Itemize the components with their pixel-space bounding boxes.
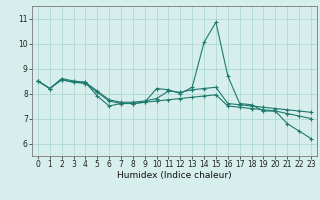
X-axis label: Humidex (Indice chaleur): Humidex (Indice chaleur) [117, 171, 232, 180]
